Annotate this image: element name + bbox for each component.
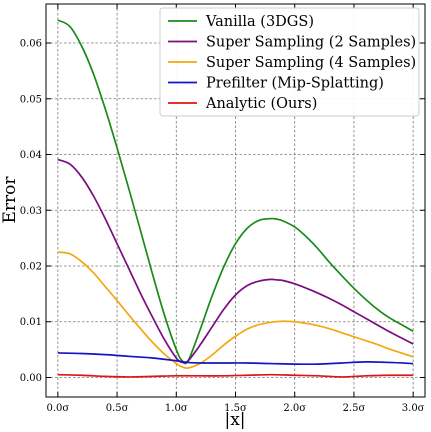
series-line-super-sampling-2-samples (57, 158, 414, 364)
x-tick-label: 1.0σ (165, 403, 188, 414)
y-tick-label: 0.02 (20, 262, 42, 273)
legend-label-vanilla-3dgs: Vanilla (3DGS) (205, 14, 314, 30)
y-tick-label: 0.04 (20, 150, 42, 161)
y-tick-label: 0.06 (20, 39, 42, 50)
axis-ticks (46, 4, 425, 397)
y-tick-labels: 0.00 0.01 0.02 0.03 0.04 0.05 0.06 (20, 39, 42, 384)
x-tick-label: 3.0σ (402, 403, 425, 414)
y-tick-label: 0.00 (20, 373, 42, 384)
x-tick-label: 0.5σ (106, 403, 129, 414)
series-line-prefilter-mip-splatting (57, 352, 414, 366)
x-tick-label: 2.5σ (343, 403, 366, 414)
series-line-analytic-ours (57, 373, 414, 378)
legend-label-super-sampling-2-samples: Super Sampling (2 Samples) (206, 35, 416, 51)
y-tick-label: 0.05 (20, 94, 42, 105)
y-tick-label: 0.03 (20, 206, 42, 217)
legend-box (159, 7, 420, 117)
x-tick-label: 0.0σ (46, 403, 69, 414)
series-line-vanilla-3dgs (57, 19, 414, 365)
y-tick-label: 0.01 (20, 317, 42, 328)
x-axis-label: |x| (224, 410, 245, 430)
x-tick-labels: 0.0σ 0.5σ 1.0σ 1.5σ 2.0σ 2.5σ 3.0σ (46, 403, 424, 414)
x-tick-label: 2.0σ (283, 403, 306, 414)
y-axis-label: Error (0, 176, 20, 224)
x-tick-label: 1.5σ (224, 403, 247, 414)
legend-label-prefilter-mip-splatting: Prefilter (Mip-Splatting) (206, 76, 384, 92)
legend: Vanilla (3DGS) Super Sampling (2 Samples)… (159, 7, 420, 117)
legend-label-analytic-ours: Analytic (Ours) (205, 96, 317, 112)
series-line-super-sampling-4-samples (57, 251, 414, 370)
legend-label-super-sampling-4-samples: Super Sampling (4 Samples) (206, 55, 416, 71)
series-lines (57, 19, 414, 378)
